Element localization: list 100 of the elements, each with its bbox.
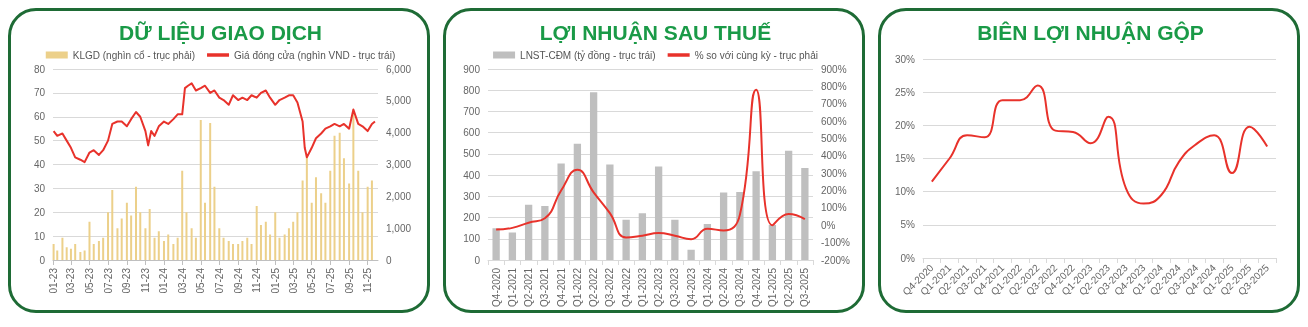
legend-label: KLGD (nghìn cổ - trục phải) — [72, 49, 196, 61]
x-tick-label: Q4-2024 — [750, 267, 762, 307]
bar — [116, 228, 119, 260]
y-tick-label: 700 — [463, 105, 481, 117]
bar — [199, 119, 202, 260]
bar — [301, 180, 304, 260]
y2-tick-label: -200% — [821, 254, 851, 266]
line-series — [495, 88, 806, 241]
bar — [231, 244, 234, 260]
bar — [348, 183, 351, 260]
y2-tick-label: 200% — [821, 185, 847, 197]
bar — [283, 234, 286, 260]
y2-tick-label: 400% — [821, 150, 847, 162]
x-tick-label: Q2-2022 — [588, 267, 600, 307]
bar — [606, 164, 614, 260]
x-tick-label: Q4-2023 — [685, 267, 697, 307]
y-tick-label: 200 — [463, 212, 481, 224]
bar — [83, 250, 86, 260]
bar — [69, 248, 72, 260]
chart-title: DỮ LIỆU GIAO DỊCH — [119, 21, 322, 44]
bar — [703, 223, 712, 260]
bar — [654, 166, 663, 260]
bar — [135, 186, 137, 260]
bar — [366, 186, 369, 260]
x-tick-label: 07-23 — [102, 267, 114, 294]
bar — [324, 202, 327, 260]
chart-title: BIÊN LỢI NHUẬN GỘP — [977, 21, 1204, 44]
y-tick-label: 300 — [463, 190, 481, 202]
bar — [246, 237, 249, 260]
bar — [508, 232, 517, 260]
bar — [752, 171, 760, 260]
bar — [269, 234, 272, 260]
bar — [209, 123, 212, 260]
bar — [541, 205, 549, 260]
x-tick-label: Q2-2025 — [783, 267, 795, 307]
y-tick-label: 70 — [33, 87, 46, 99]
bar — [92, 244, 95, 260]
y-tick-label: 20% — [894, 119, 916, 131]
y-tick-label: 40 — [33, 159, 46, 170]
y-tick-label: 30 — [33, 182, 46, 194]
bar — [687, 249, 695, 260]
y2-tick-label: 100% — [821, 202, 847, 214]
y-tick-label: 10 — [33, 230, 46, 242]
bar — [153, 237, 156, 260]
bar — [79, 252, 82, 260]
bar — [74, 244, 77, 260]
bar — [190, 228, 193, 260]
bar — [120, 218, 123, 260]
bar — [204, 202, 207, 260]
y-tick-label: 0% — [900, 252, 916, 264]
bar — [361, 212, 364, 260]
bar — [241, 240, 244, 260]
bar — [139, 212, 142, 260]
y-tick-label: 30% — [894, 53, 916, 65]
y-tick-label: 0 — [474, 254, 481, 266]
bar — [167, 234, 170, 260]
y-tick-label: 5% — [900, 219, 916, 231]
bar — [370, 180, 373, 260]
y2-tick-label: 1,000 — [386, 222, 412, 234]
x-tick-label: 01-24 — [158, 267, 170, 294]
x-tick-label: Q1-2023 — [636, 267, 648, 307]
bar — [65, 247, 68, 260]
y2-tick-label: 6,000 — [386, 63, 412, 75]
bar — [638, 213, 647, 260]
x-tick-label: 05-23 — [83, 267, 95, 294]
y2-tick-label: 900% — [821, 63, 847, 75]
bar — [622, 219, 630, 260]
y-tick-label: 400 — [463, 169, 481, 181]
bar — [573, 143, 582, 260]
y2-tick-label: 500% — [821, 132, 847, 144]
y-tick-label: 0 — [39, 254, 46, 266]
y2-tick-label: 3,000 — [386, 159, 412, 170]
y2-tick-label: 300% — [821, 167, 847, 179]
x-tick-label: Q3-2022 — [604, 267, 616, 307]
y2-tick-label: 0 — [386, 254, 392, 266]
x-tick-label: Q1-2021 — [506, 267, 518, 307]
line-series — [930, 84, 1269, 205]
bar — [102, 237, 105, 260]
bar — [250, 244, 253, 260]
legend-label: Giá đóng cửa (nghìn VND - trục trái) — [234, 49, 396, 61]
x-tick-label: 11-23 — [139, 267, 151, 293]
y-tick-label: 800 — [463, 84, 481, 96]
x-tick-label: 11-24 — [251, 267, 263, 293]
bar — [329, 170, 332, 260]
y2-tick-label: 0% — [821, 219, 836, 231]
bar — [227, 240, 230, 260]
bar — [557, 163, 565, 260]
bar — [213, 186, 216, 260]
x-tick-label: 07-25 — [324, 267, 336, 294]
y-tick-label: 60 — [33, 111, 46, 123]
y2-tick-label: 800% — [821, 80, 847, 92]
bar — [274, 212, 277, 260]
y-tick-label: 500 — [463, 148, 481, 160]
bar — [278, 237, 281, 260]
bar — [125, 202, 128, 260]
x-tick-label: 05-25 — [306, 267, 318, 294]
x-tick-label: Q1-2022 — [571, 267, 583, 307]
x-tick-label: Q2-2021 — [523, 267, 535, 307]
bar — [181, 170, 184, 260]
bar — [194, 237, 197, 260]
